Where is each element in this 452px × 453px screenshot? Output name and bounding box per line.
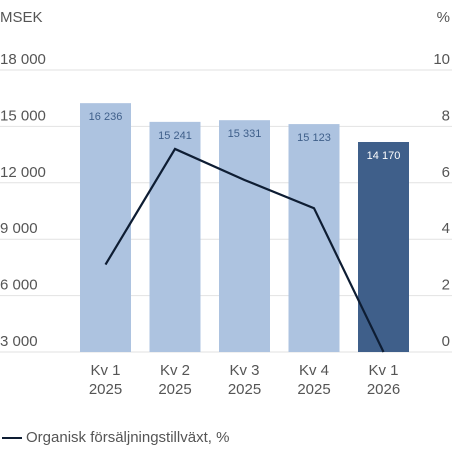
y2-axis-label: % — [437, 9, 450, 26]
value-label: 15 241 — [158, 130, 192, 142]
bar — [358, 142, 409, 352]
bar — [80, 103, 131, 352]
y2-tick-label: 0 — [442, 333, 450, 350]
value-label: 15 123 — [297, 132, 331, 144]
value-label: 16 236 — [89, 111, 123, 123]
y-tick-label: 18 000 — [0, 51, 46, 68]
x-tick-label: 2025 — [297, 381, 330, 398]
value-label: 15 331 — [228, 128, 262, 140]
bar — [219, 120, 270, 352]
y2-tick-label: 4 — [442, 220, 450, 237]
x-tick-label: 2025 — [158, 381, 191, 398]
bar — [288, 124, 340, 352]
y-axis-label: MSEK — [0, 9, 43, 26]
y-tick-label: 6 000 — [0, 277, 38, 294]
y2-tick-label: 6 — [442, 164, 450, 181]
y-tick-label: 9 000 — [0, 220, 38, 237]
y2-tick-label: 2 — [442, 277, 450, 294]
x-tick-label: 2025 — [89, 381, 122, 398]
x-tick-label: Kv 4 — [299, 362, 329, 379]
y2-tick-label: 10 — [433, 51, 450, 68]
y-tick-label: 15 000 — [0, 107, 46, 124]
y-tick-label: 3 000 — [0, 333, 38, 350]
x-tick-label: Kv 1 — [368, 362, 398, 379]
bar — [149, 121, 201, 352]
y-tick-label: 12 000 — [0, 164, 46, 181]
value-label: 14 170 — [367, 150, 401, 162]
x-tick-label: Kv 1 — [90, 362, 120, 379]
legend-label: Organisk försäljningstillväxt, % — [26, 429, 229, 446]
x-tick-label: Kv 2 — [160, 362, 190, 379]
y2-tick-label: 8 — [442, 107, 450, 124]
x-tick-label: Kv 3 — [229, 362, 259, 379]
x-tick-label: 2025 — [228, 381, 261, 398]
line — [104, 147, 385, 353]
x-tick-label: 2026 — [367, 381, 400, 398]
